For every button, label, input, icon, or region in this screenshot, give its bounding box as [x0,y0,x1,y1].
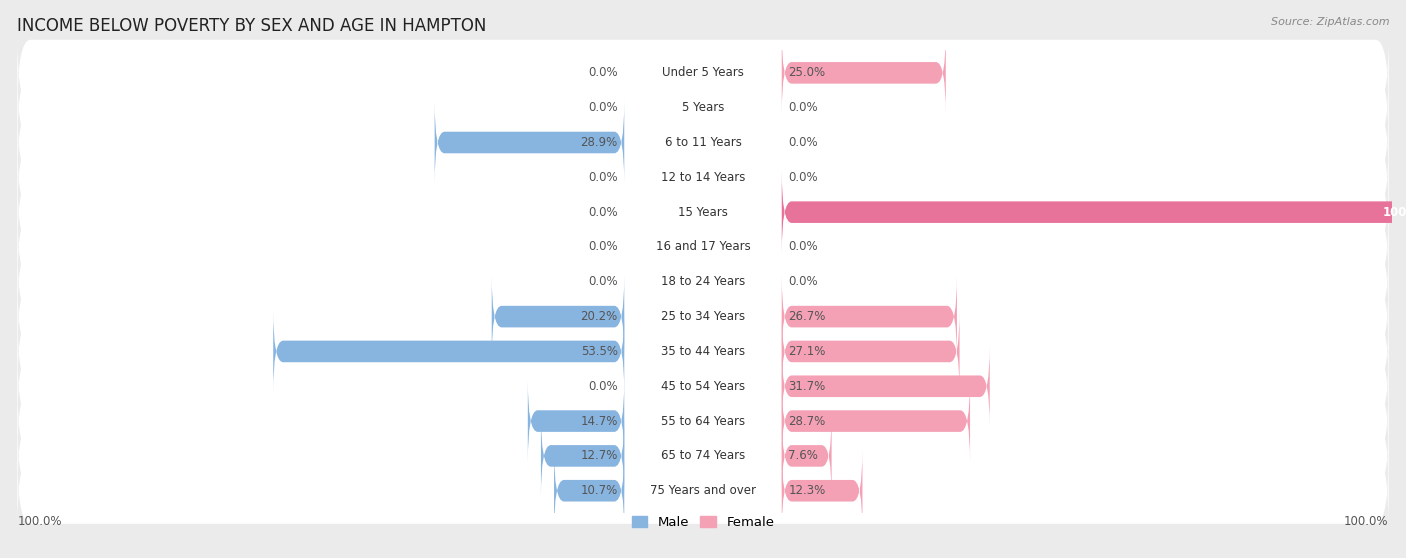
FancyBboxPatch shape [782,449,862,532]
FancyBboxPatch shape [782,415,831,497]
Text: 0.0%: 0.0% [789,275,818,288]
Text: 10.7%: 10.7% [581,484,617,497]
FancyBboxPatch shape [527,379,624,463]
Text: 0.0%: 0.0% [588,380,617,393]
Text: 0.0%: 0.0% [789,240,818,253]
FancyBboxPatch shape [434,101,624,184]
Text: 25 to 34 Years: 25 to 34 Years [661,310,745,323]
FancyBboxPatch shape [541,415,624,497]
Text: 12.3%: 12.3% [789,484,825,497]
FancyBboxPatch shape [782,31,946,114]
FancyBboxPatch shape [17,454,1389,527]
Text: 100.0%: 100.0% [1382,206,1406,219]
Text: 0.0%: 0.0% [588,171,617,184]
FancyBboxPatch shape [782,345,990,427]
Text: 25.0%: 25.0% [789,66,825,79]
Text: 15 Years: 15 Years [678,206,728,219]
FancyBboxPatch shape [17,106,1389,179]
Text: 28.9%: 28.9% [581,136,617,149]
Text: 0.0%: 0.0% [789,171,818,184]
Text: 0.0%: 0.0% [789,136,818,149]
FancyBboxPatch shape [273,310,624,393]
Text: 7.6%: 7.6% [789,449,818,463]
Text: 45 to 54 Years: 45 to 54 Years [661,380,745,393]
FancyBboxPatch shape [554,449,624,532]
Text: 53.5%: 53.5% [581,345,617,358]
Text: 6 to 11 Years: 6 to 11 Years [665,136,741,149]
Text: 0.0%: 0.0% [789,101,818,114]
FancyBboxPatch shape [17,245,1389,319]
Text: Under 5 Years: Under 5 Years [662,66,744,79]
Text: 12 to 14 Years: 12 to 14 Years [661,171,745,184]
Text: 100.0%: 100.0% [1344,515,1389,528]
FancyBboxPatch shape [782,310,959,393]
FancyBboxPatch shape [782,379,970,463]
Text: 55 to 64 Years: 55 to 64 Years [661,415,745,427]
FancyBboxPatch shape [782,275,957,358]
FancyBboxPatch shape [17,315,1389,388]
FancyBboxPatch shape [17,280,1389,353]
FancyBboxPatch shape [492,275,624,358]
FancyBboxPatch shape [17,350,1389,423]
Text: 0.0%: 0.0% [588,275,617,288]
Text: 35 to 44 Years: 35 to 44 Years [661,345,745,358]
Text: 75 Years and over: 75 Years and over [650,484,756,497]
FancyBboxPatch shape [17,176,1389,249]
FancyBboxPatch shape [17,210,1389,283]
Text: 12.7%: 12.7% [581,449,617,463]
Text: INCOME BELOW POVERTY BY SEX AND AGE IN HAMPTON: INCOME BELOW POVERTY BY SEX AND AGE IN H… [17,17,486,35]
Text: 14.7%: 14.7% [581,415,617,427]
Text: 26.7%: 26.7% [789,310,825,323]
FancyBboxPatch shape [17,71,1389,144]
FancyBboxPatch shape [17,420,1389,493]
Text: 27.1%: 27.1% [789,345,825,358]
Text: 100.0%: 100.0% [17,515,62,528]
FancyBboxPatch shape [782,171,1406,253]
Text: Source: ZipAtlas.com: Source: ZipAtlas.com [1271,17,1389,27]
Legend: Male, Female: Male, Female [626,511,780,535]
Text: 5 Years: 5 Years [682,101,724,114]
Text: 0.0%: 0.0% [588,206,617,219]
Text: 28.7%: 28.7% [789,415,825,427]
Text: 65 to 74 Years: 65 to 74 Years [661,449,745,463]
Text: 31.7%: 31.7% [789,380,825,393]
Text: 0.0%: 0.0% [588,240,617,253]
Text: 16 and 17 Years: 16 and 17 Years [655,240,751,253]
Text: 20.2%: 20.2% [581,310,617,323]
Text: 0.0%: 0.0% [588,66,617,79]
FancyBboxPatch shape [17,384,1389,458]
Text: 0.0%: 0.0% [588,101,617,114]
Text: 18 to 24 Years: 18 to 24 Years [661,275,745,288]
FancyBboxPatch shape [17,141,1389,214]
FancyBboxPatch shape [17,36,1389,109]
